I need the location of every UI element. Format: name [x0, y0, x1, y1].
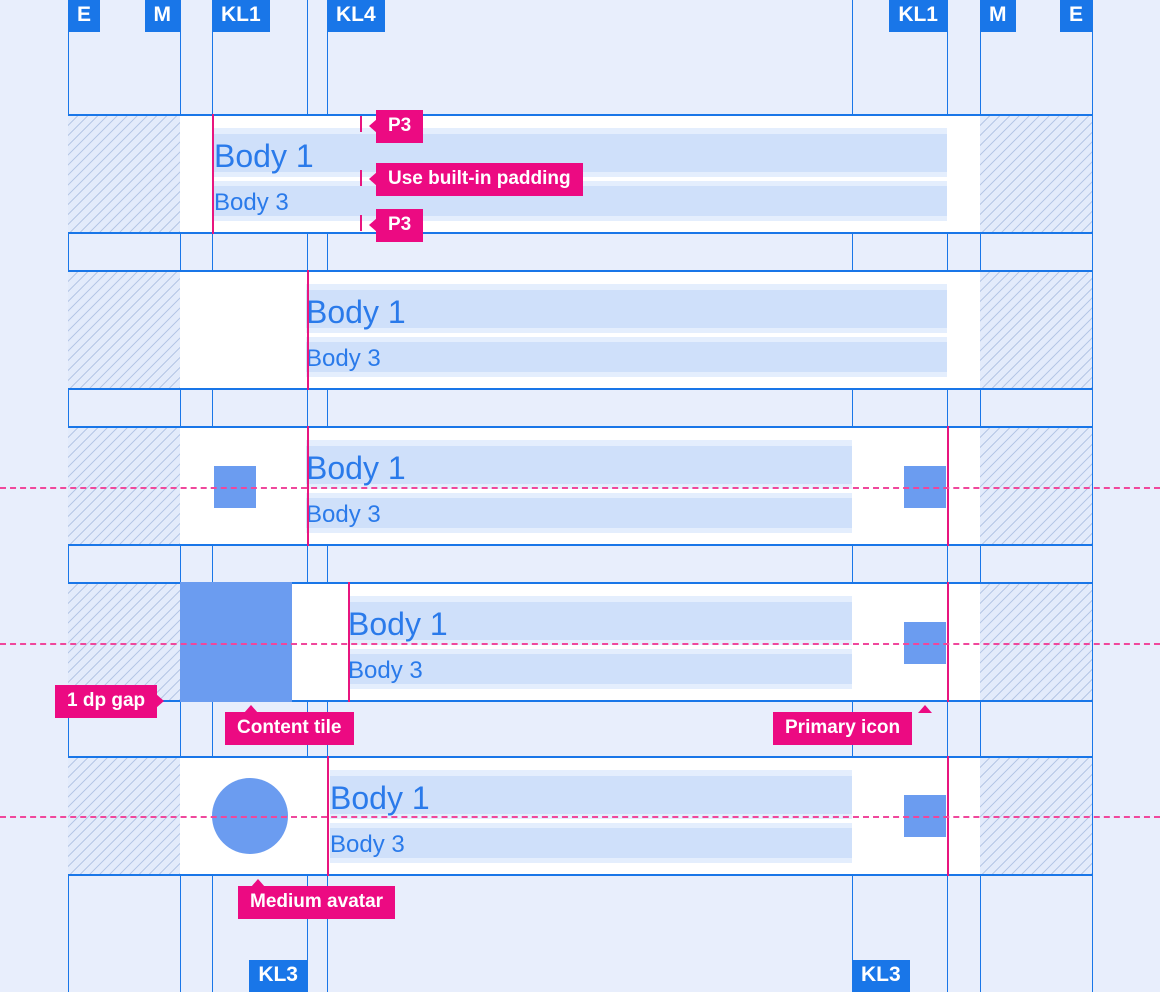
callout-p3: P3 — [369, 110, 424, 143]
text-band-secondary-upper — [306, 337, 947, 342]
keyline-label-top-Mr: M — [980, 0, 1016, 33]
secondary-text: Body 3 — [330, 831, 405, 858]
keyline-guide — [307, 270, 309, 390]
text-band-secondary-upper — [306, 493, 852, 498]
callout-1-dp-gap: 1 dp gap — [55, 685, 165, 718]
margin-hatch-right — [980, 116, 1092, 232]
text-band-secondary — [348, 654, 852, 684]
padding-tick — [360, 116, 362, 132]
primary-text: Body 1 — [214, 138, 314, 174]
text-band-secondary — [330, 828, 852, 858]
secondary-text: Body 3 — [348, 657, 423, 684]
text-band-primary — [306, 290, 947, 328]
text-band-primary — [348, 602, 852, 640]
primary-text: Body 1 — [348, 606, 448, 642]
text-band-bottom — [306, 528, 852, 533]
keyline-label-top-Er: E — [1059, 0, 1092, 33]
content-tile — [180, 582, 292, 702]
padding-tick — [360, 170, 362, 186]
margin-hatch-left — [68, 584, 180, 700]
secondary-text: Body 3 — [306, 345, 381, 372]
keyline-guide — [348, 582, 350, 702]
center-dash-line — [0, 643, 1160, 645]
text-band-bottom — [330, 858, 852, 863]
text-band-bottom — [306, 372, 947, 377]
grid-line-v-8 — [1092, 0, 1093, 992]
text-band-top — [330, 770, 852, 776]
keyline-label-bot-KL3r: KL3 — [852, 959, 910, 992]
padding-tick — [360, 215, 362, 231]
text-band-primary-lower — [306, 484, 852, 489]
callout-notch-top — [244, 705, 258, 713]
text-band-top — [214, 128, 947, 134]
text-band-bottom — [214, 216, 947, 221]
margin-hatch-left — [68, 116, 180, 232]
center-dash-line — [0, 816, 1160, 818]
callout-medium-avatar: Medium avatar — [238, 879, 396, 919]
callout-notch-top — [251, 879, 265, 887]
secondary-text: Body 3 — [306, 501, 381, 528]
primary-text: Body 1 — [306, 450, 406, 486]
text-band-top — [348, 596, 852, 602]
callout-p3: P3 — [369, 209, 424, 242]
keyline-label-top-KL1r: KL1 — [889, 0, 947, 33]
keyline-guide — [212, 114, 214, 234]
callout-notch-top — [918, 705, 932, 713]
center-dash-line — [0, 487, 1160, 489]
secondary-text: Body 3 — [214, 189, 289, 216]
margin-hatch-right — [980, 428, 1092, 544]
margin-hatch-left — [68, 272, 180, 388]
keyline-label-top-KL1: KL1 — [212, 0, 270, 33]
primary-text: Body 1 — [330, 780, 430, 816]
text-band-primary-lower — [306, 328, 947, 333]
callout-notch-left — [369, 218, 377, 233]
keyline-label-top-M: M — [144, 0, 180, 33]
text-band-secondary — [306, 342, 947, 372]
text-band-primary — [306, 446, 852, 484]
trailing-keyline-guide — [947, 426, 949, 546]
keyline-guide — [307, 426, 309, 546]
callout-notch-left — [369, 119, 377, 134]
keyline-label-top-E: E — [68, 0, 101, 33]
callout-use-built-in-padding: Use built-in padding — [369, 163, 583, 196]
text-band-top — [306, 284, 947, 290]
margin-hatch-right — [980, 272, 1092, 388]
callout-content-tile: Content tile — [225, 705, 354, 745]
trailing-keyline-guide — [947, 582, 949, 702]
text-band-bottom — [348, 684, 852, 689]
text-band-secondary — [306, 498, 852, 528]
text-band-secondary-upper — [348, 649, 852, 654]
callout-primary-icon: Primary icon — [773, 705, 932, 745]
text-band-primary-lower — [348, 640, 852, 645]
keyline-label-bot-KL3l: KL3 — [249, 959, 307, 992]
callout-notch-left — [369, 172, 377, 187]
callout-notch-right — [156, 694, 165, 709]
primary-text: Body 1 — [306, 294, 406, 330]
keyline-label-top-KL4: KL4 — [327, 0, 385, 33]
text-band-primary — [330, 776, 852, 814]
text-band-secondary-upper — [330, 823, 852, 828]
margin-hatch-right — [980, 584, 1092, 700]
text-band-top — [306, 440, 852, 446]
margin-hatch-left — [68, 428, 180, 544]
